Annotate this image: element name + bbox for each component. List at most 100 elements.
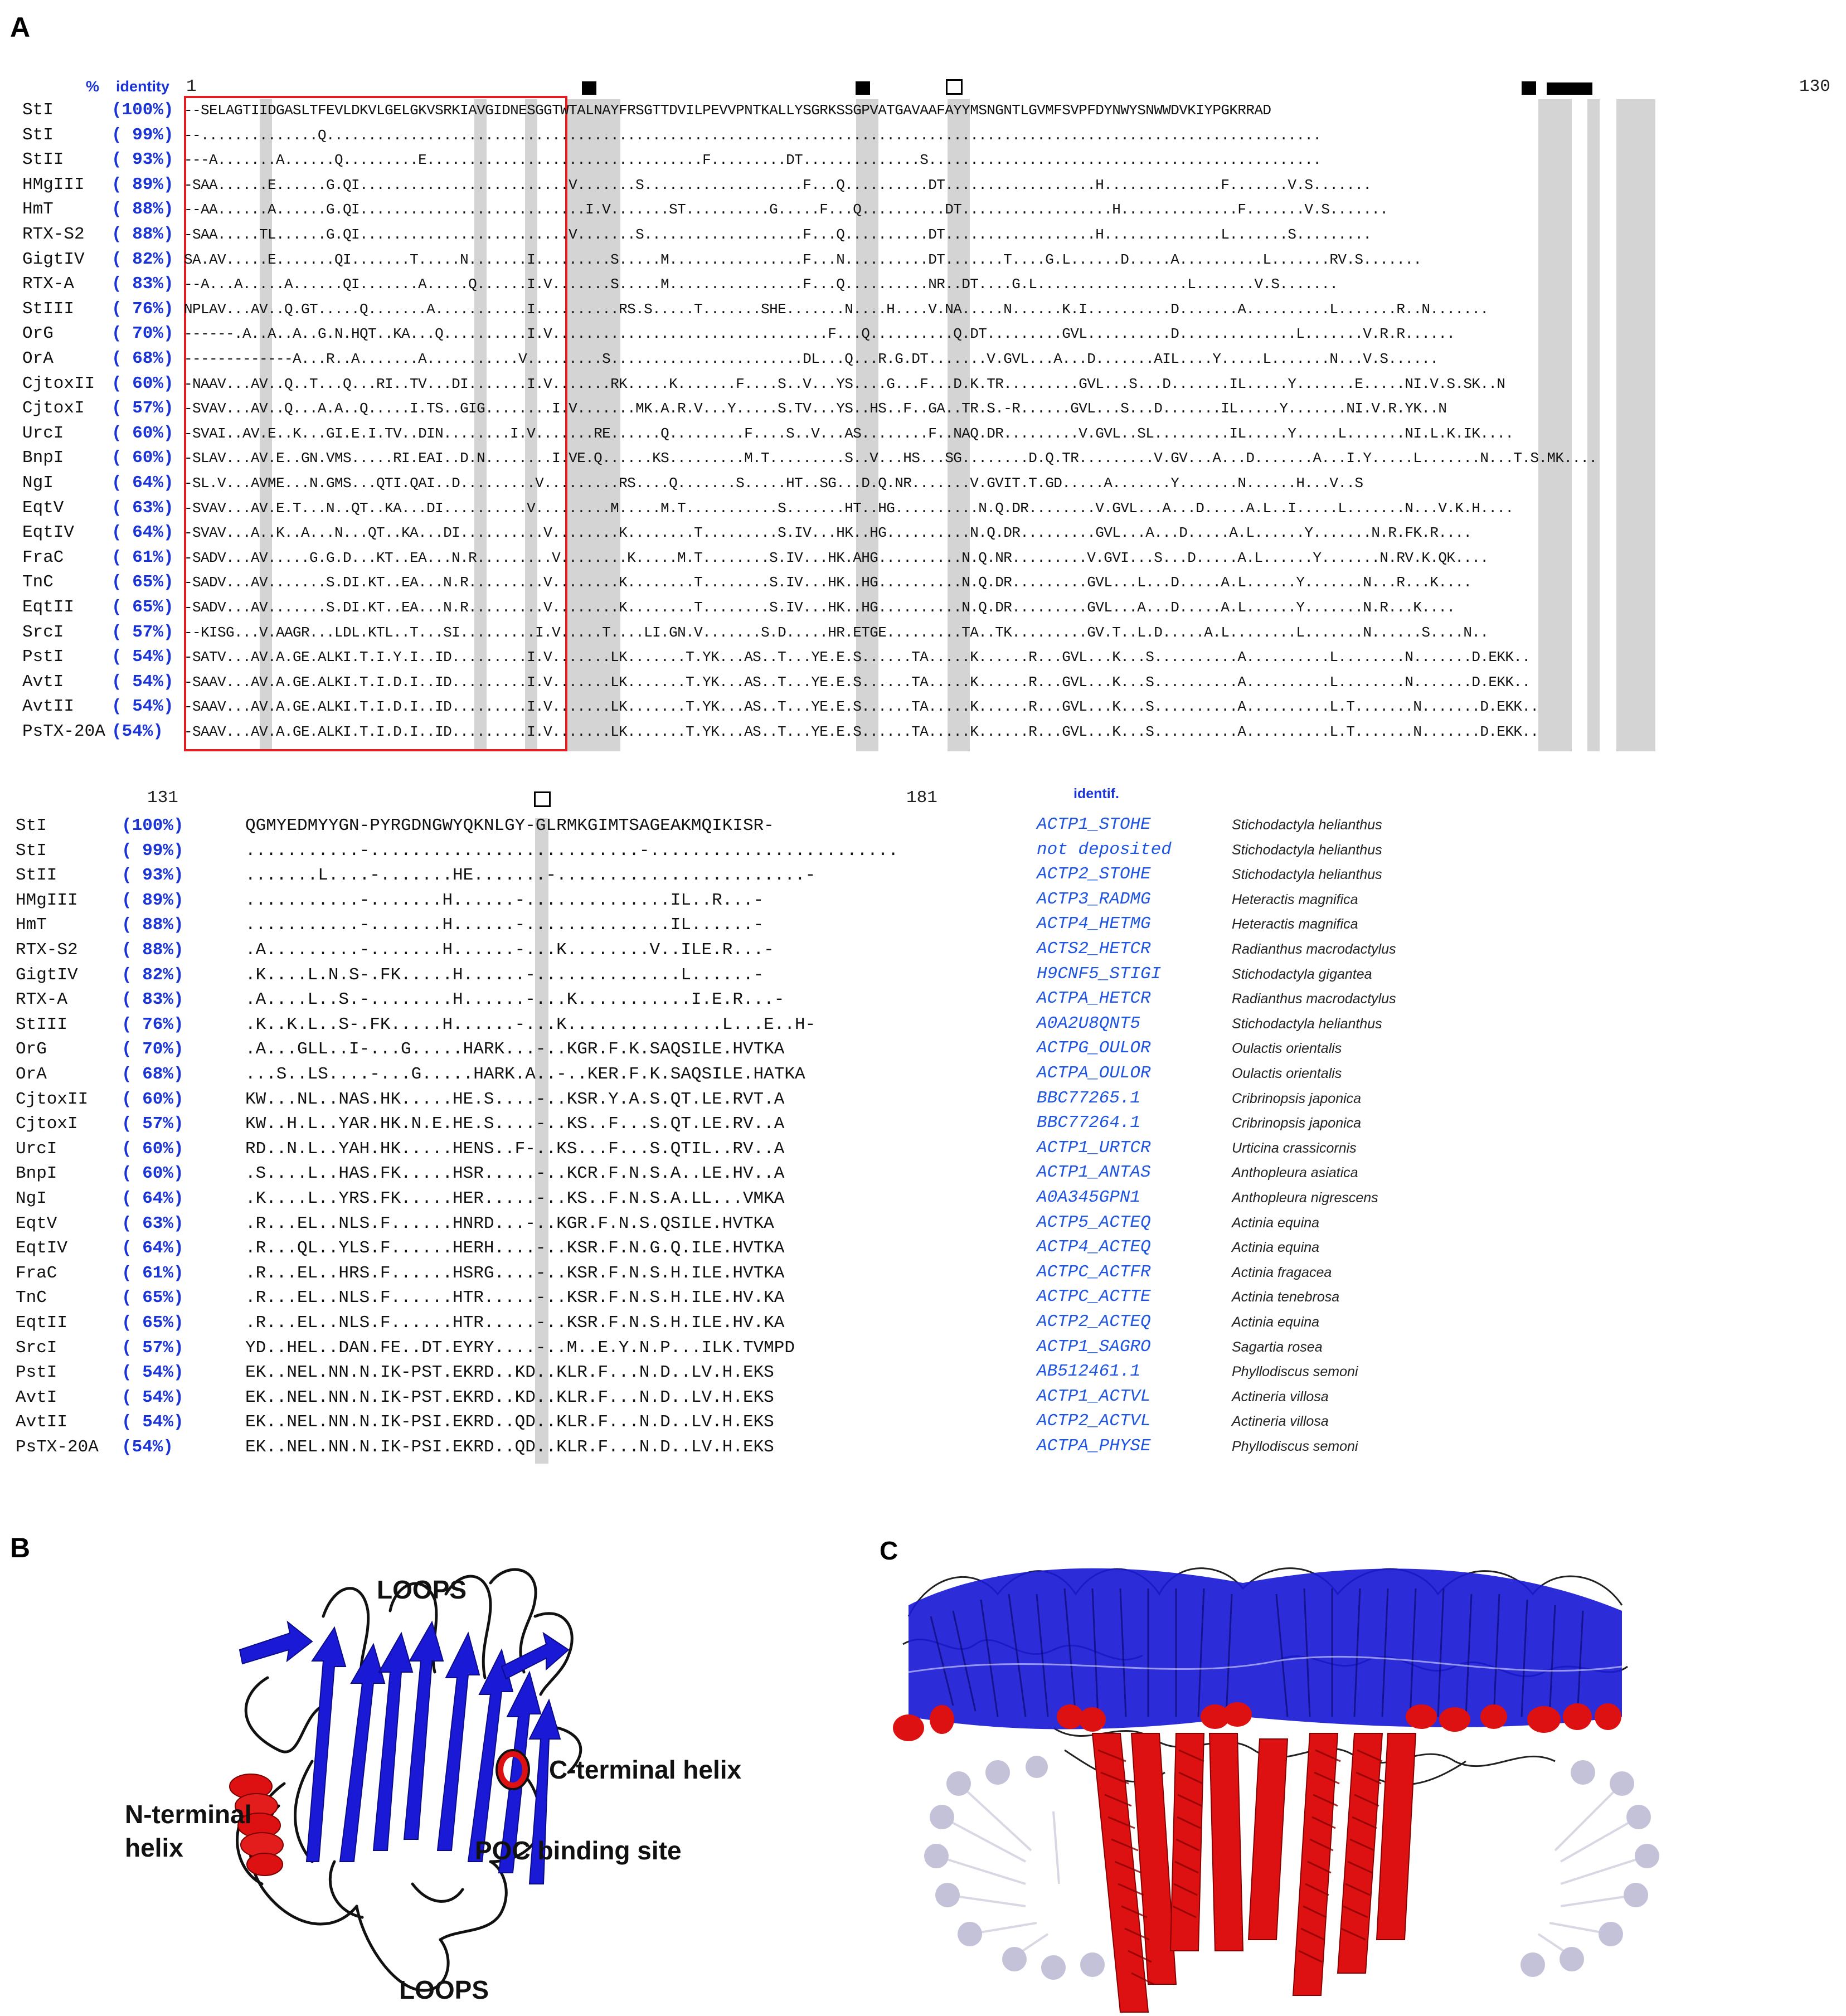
filled-square-marker (582, 81, 596, 95)
toxin-name: EqtIV (16, 1238, 68, 1259)
species-name: Anthopleura asiatica (1232, 1165, 1358, 1181)
species-name: Cribrinopsis japonica (1232, 1115, 1362, 1131)
sequence: -SATV...AV.A.GE.ALKI.T.I.Y.I..ID........… (184, 649, 1531, 666)
toxin-name: NgI (16, 1189, 47, 1208)
alignment-row: StI (100%) --SELAGTIIDGASLTFEVLDKVLGELGKVS… (22, 98, 1271, 123)
toxin-name: TnC (16, 1288, 47, 1308)
alignment-row: AvtI ( 54%) -SAAV...AV.A.GE.ALKI.T.I.D.I..… (22, 670, 1531, 694)
species-name: Actinia equina (1232, 1240, 1320, 1256)
sequence: EK..NEL.NN.N.IK-PST.EKRD..KD..KLR.F...N.… (245, 1387, 774, 1407)
toxin-name: StI (16, 841, 47, 861)
sequence: ...........-.......H......-.............… (245, 890, 764, 910)
toxin-name: PstI (16, 1363, 57, 1383)
sequence: -SAAV...AV.A.GE.ALKI.T.I.D.I..ID........… (184, 698, 1539, 716)
uniprot-accession: ACTP1_SAGRO (1037, 1337, 1151, 1357)
alignment-row: EqtIV ( 64%) -SVAV...A..K..A...N...QT..KA.… (22, 521, 1472, 545)
sequence: YD..HEL..DAN.FE..DT.EYRY....-..M..E.Y.N.… (245, 1338, 795, 1358)
percent-identity: ( 65%) (111, 572, 174, 592)
percent-identity: ( 83%) (111, 274, 174, 294)
percent-identity: ( 57%) (122, 1114, 184, 1134)
alignment-row: BnpI ( 60%) -SLAV...AV.E..GN.VMS.....RI.EA… (22, 446, 1597, 470)
alignment-row: OrA ( 68%) -------------A...R..A.......A..… (22, 347, 1439, 371)
n-terminal-helix (229, 1774, 284, 1876)
uniprot-accession: ACTPA_PHYSE (1037, 1436, 1151, 1456)
percent-identity: ( 65%) (122, 1313, 184, 1333)
species-name: Cribrinopsis japonica (1232, 1090, 1362, 1106)
alignment-row: OrA ( 68%) ...S..LS....-...G.....HARK.A..-… (16, 1062, 805, 1087)
percent-identity: ( 60%) (122, 1139, 184, 1159)
sequence: EK..NEL.NN.N.IK-PSI.EKRD..QD..KLR.F...N.… (245, 1412, 774, 1432)
panel-label-a: A (10, 12, 31, 43)
uniprot-accession: ACTP1_ANTAS (1037, 1163, 1151, 1183)
uniprot-accession: ACTS2_HETCR (1037, 939, 1151, 959)
conserved-column-shade (948, 99, 970, 751)
beta-sheet (239, 1620, 570, 1884)
alignment-row: SrcI ( 57%) --KISG...V.AAGR...LDL.KTL..T..… (22, 620, 1489, 645)
alignment-row: StIII ( 76%) .K..K.L..S-.FK.....H......-..… (16, 1013, 815, 1037)
species-name: Stichodactyla helianthus (1232, 1016, 1382, 1032)
alignment-row: AvtII ( 54%) EK..NEL.NN.N.IK-PSI.EKRD..QD.… (16, 1410, 774, 1435)
percent-identity: ( 60%) (111, 373, 174, 394)
alignment-row: RTX-A ( 83%) .A....L..S.-........H......-.… (16, 988, 784, 1012)
species-name: Actinia tenebrosa (1232, 1289, 1340, 1305)
uniprot-accession: ACTP1_URTCR (1037, 1138, 1151, 1158)
sequence: -SAA.....TL......G.QI...................… (184, 226, 1372, 243)
percent-identity: ( 93%) (111, 150, 174, 170)
sequence: .A....L..S.-........H......-...K........… (245, 990, 785, 1010)
toxin-name: OrA (22, 349, 54, 368)
toxin-name: HMgIII (22, 174, 85, 195)
sequence: -SVAV...A..K..A...N...QT..KA...DI.......… (184, 524, 1472, 542)
n-terminal-region-box (184, 96, 567, 751)
alignment-row: RTX-S2 ( 88%) .A.........-.......H......-.… (16, 938, 774, 963)
alignment-row: RTX-A ( 83%) --A...A.....A......QI.......A… (22, 272, 1338, 297)
uniprot-accession: ACTPC_ACTTE (1037, 1287, 1151, 1307)
rim-helices (893, 1702, 1621, 1741)
percent-identity: ( 68%) (122, 1065, 184, 1084)
species-name: Stichodactyla helianthus (1232, 842, 1382, 858)
percent-header: % (86, 78, 100, 95)
sequence: -SADV...AV.......S.DI.KT..EA...N.R......… (184, 599, 1455, 616)
percent-identity: ( 89%) (122, 890, 184, 910)
alignment-row: CjtoxI ( 57%) KW..H.L..YAR.HK.N.E.HE.S....… (16, 1112, 784, 1136)
alignment-row: NgI ( 64%) -SL.V...AVME...N.GMS...QTI.QAI.… (22, 471, 1363, 496)
sequence: -SL.V...AVME...N.GMS...QTI.QAI..D.......… (184, 475, 1363, 492)
sequence: -SAA......E......G.QI...................… (184, 176, 1372, 193)
alignment-row: AvtII ( 54%) -SAAV...AV.A.GE.ALKI.T.I.D.I.… (22, 694, 1539, 719)
toxin-name: CjtoxII (16, 1089, 89, 1109)
species-name: Radianthus macrodactylus (1232, 941, 1396, 957)
uniprot-accession: ACTP5_ACTEQ (1037, 1212, 1151, 1232)
membrane-lipids (924, 1756, 1659, 1980)
uniprot-accession: A0A2U8QNT5 (1037, 1013, 1141, 1033)
uniprot-accession: ACTPA_OULOR (1037, 1063, 1151, 1083)
toxin-name: StII (22, 150, 64, 170)
toxin-name: StIII (22, 299, 75, 319)
percent-identity: ( 70%) (111, 324, 174, 344)
percent-identity: (54%) (122, 1437, 174, 1457)
conserved-column-shade (856, 99, 878, 751)
percent-identity: ( 64%) (111, 523, 174, 543)
position-start: 1 (186, 77, 197, 96)
sequence: KW..H.L..YAR.HK.N.E.HE.S....-..KS..F...S… (245, 1114, 785, 1134)
uniprot-accession: ACTPA_HETCR (1037, 989, 1151, 1009)
percent-identity: ( 64%) (122, 1189, 184, 1208)
alignment-row: StIII ( 76%) NPLAV...AV..Q.GT.....Q.......… (22, 297, 1489, 322)
uniprot-accession: not deposited (1037, 839, 1172, 859)
toxin-name: AvtII (16, 1412, 68, 1432)
toxin-name: PsTX-20A (22, 722, 105, 741)
toxin-name: EqtII (22, 597, 75, 617)
sequence: EK..NEL.NN.N.IK-PST.EKRD..KD..KLR.F...N.… (245, 1363, 774, 1383)
percent-identity: ( 64%) (122, 1238, 184, 1259)
percent-identity: ( 54%) (122, 1387, 184, 1407)
percent-identity: ( 82%) (111, 249, 174, 269)
sequence: .A...GLL..I-...G.....HARK...-..KGR.F.K.S… (245, 1039, 785, 1060)
percent-identity: ( 99%) (111, 125, 174, 145)
sequence: -SAAV...AV.A.GE.ALKI.T.I.D.I..ID........… (184, 673, 1531, 691)
uniprot-accession: H9CNF5_STIGI (1037, 964, 1162, 984)
toxin-name: OrG (16, 1039, 47, 1060)
alignment-row: PstI ( 54%) EK..NEL.NN.N.IK-PST.EKRD..KD..… (16, 1361, 774, 1385)
toxin-name: EqtIV (22, 523, 75, 543)
toxin-name: StI (22, 125, 54, 145)
alignment-row: RTX-S2 ( 88%) -SAA.....TL......G.QI.......… (22, 222, 1372, 247)
percent-identity: ( 57%) (122, 1338, 184, 1358)
c-terminal-helix (495, 1749, 530, 1790)
